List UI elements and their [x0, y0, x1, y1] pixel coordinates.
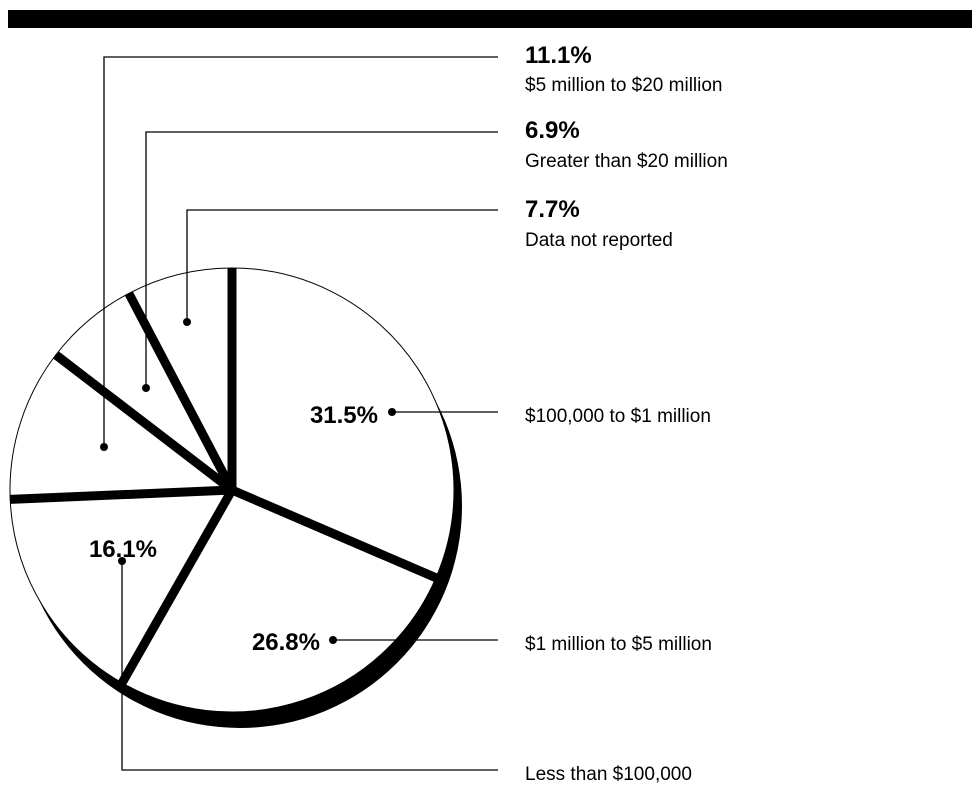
slice-category-label: Data not reported — [525, 230, 673, 251]
pie-slice — [231, 267, 455, 579]
slice-value-label: 26.8% — [252, 629, 320, 656]
pie-slice — [9, 354, 234, 500]
leader-line — [121, 561, 498, 771]
slice-value-label: 11.1% — [525, 42, 592, 69]
slice-category-label: $100,000 to $1 million — [525, 406, 711, 427]
slice-divider — [230, 485, 438, 582]
slice-value-label: 7.7% — [525, 196, 580, 223]
slice-value-label: 16.1% — [89, 536, 157, 563]
slice-value-label: 31.5% — [310, 402, 378, 429]
slice-value-label: 6.9% — [525, 117, 580, 144]
pie-slice — [9, 489, 233, 684]
slice-category-label: Less than $100,000 — [525, 764, 692, 785]
leader-line — [186, 209, 498, 322]
slice-category-label: Greater than $20 million — [525, 151, 728, 172]
top-bar — [8, 10, 972, 28]
slice-category-label: $5 million to $20 million — [525, 75, 723, 96]
slice-category-label: $1 million to $5 million — [525, 634, 712, 655]
slice-divider — [10, 485, 233, 504]
leader-line — [145, 131, 498, 388]
slice-divider — [118, 487, 236, 686]
leader-line — [103, 56, 498, 447]
slice-divider — [53, 351, 235, 494]
